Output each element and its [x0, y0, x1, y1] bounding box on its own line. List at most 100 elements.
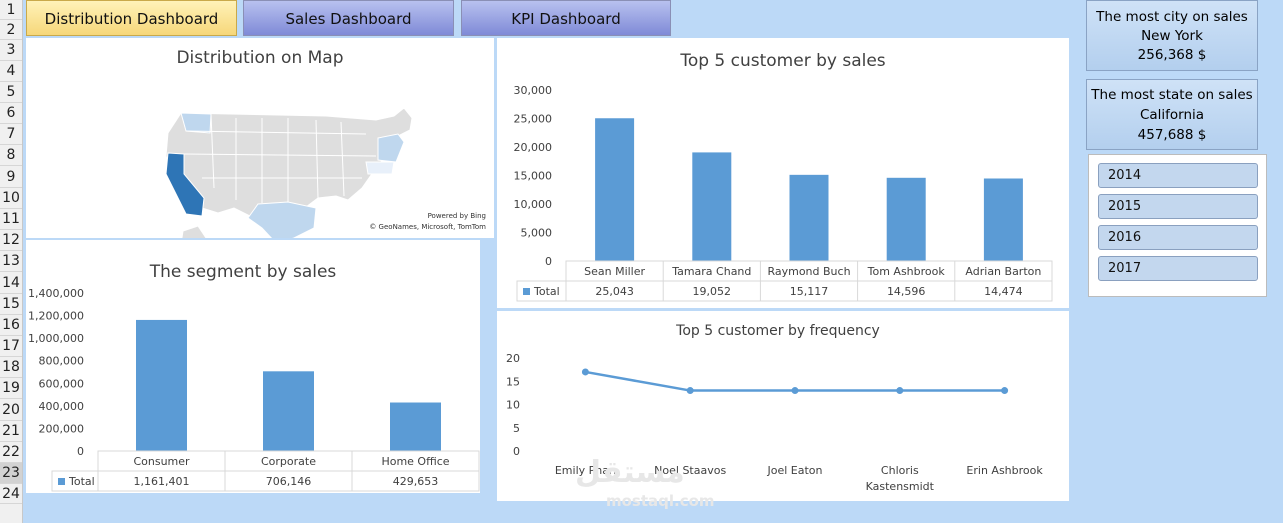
row-number[interactable]: 2	[0, 20, 22, 40]
legend-label: Total	[68, 475, 95, 488]
bar-corporate	[263, 371, 314, 451]
year-2016-button[interactable]: 2016	[1098, 225, 1258, 250]
y-tick-label: 600,000	[39, 377, 85, 390]
category-label: Noel Staavos	[654, 464, 726, 477]
year-2017-button[interactable]: 2017	[1098, 256, 1258, 281]
watermark-url: mostaql.com	[606, 492, 715, 510]
category-label: Tamara Chand	[671, 265, 751, 278]
category-label: Consumer	[133, 455, 190, 468]
row-number[interactable]: 7	[0, 124, 22, 145]
frequency-point	[896, 387, 904, 395]
value-label: 25,043	[595, 285, 634, 298]
category-label: Home Office	[381, 455, 449, 468]
map-title: Distribution on Map	[176, 48, 344, 68]
us-map[interactable]	[26, 38, 494, 238]
year-2015-button[interactable]: 2015	[1098, 194, 1258, 219]
state-border	[185, 130, 367, 135]
segment-chart: 0 200,000 400,000 600,000 800,000 1,000,000 1,…	[28, 287, 480, 492]
california-state[interactable]	[165, 152, 205, 217]
bar-adrian-barton	[983, 178, 1023, 261]
pennsylvania-state[interactable]	[365, 161, 395, 175]
legend-swatch	[58, 478, 65, 485]
row-number[interactable]: 6	[0, 103, 22, 124]
y-tick-label: 1,200,000	[28, 310, 84, 323]
frequency-point	[791, 387, 799, 395]
frequency-panel: Top 5 customer by frequency 0 5 10 15 20 Emil…	[497, 311, 1069, 501]
tab-sales-dashboard[interactable]: Sales Dashboard	[243, 0, 454, 36]
row-number[interactable]: 14	[0, 272, 22, 294]
bar-home-office	[390, 402, 441, 451]
value-label: 706,146	[266, 475, 312, 488]
row-number[interactable]: 15	[0, 294, 22, 315]
top-sales-title: Top 5 customer by sales	[680, 51, 886, 71]
state-border	[183, 153, 377, 157]
row-number[interactable]: 4	[0, 61, 22, 82]
category-label: Chloris	[881, 464, 919, 477]
bar-raymond-buch	[789, 174, 829, 261]
top-city-box: The most city on sales New York 256,368 …	[1086, 0, 1258, 71]
alaska[interactable]	[181, 225, 207, 238]
row-number[interactable]: 8	[0, 145, 22, 166]
category-label: Adrian Barton	[965, 265, 1041, 278]
row-number[interactable]: 23	[0, 463, 22, 484]
row-number[interactable]: 21	[0, 421, 22, 442]
row-number[interactable]: 13	[0, 251, 22, 272]
frequency-point	[581, 368, 589, 376]
row-number[interactable]: 3	[0, 40, 22, 61]
y-tick-label: 10	[506, 399, 520, 412]
top-city-title: The most city on sales	[1096, 9, 1248, 25]
value-label: 14,474	[984, 285, 1023, 298]
top-state-value: 457,688 $	[1137, 127, 1207, 143]
y-tick-label: 20	[506, 352, 520, 365]
top-sales-chart: 0 5,000 10,000 15,000 20,000 25,000 30,000 Sean…	[514, 84, 1053, 302]
row-number[interactable]: 12	[0, 230, 22, 251]
map-credit-sources: © GeoNames, Microsoft, TomTom	[369, 223, 486, 231]
category-label: Emily Phan	[555, 464, 616, 477]
y-tick-label: 15,000	[514, 170, 553, 183]
top-city-name: New York	[1141, 28, 1203, 44]
row-number[interactable]: 22	[0, 442, 22, 463]
y-tick-label: 1,000,000	[28, 332, 84, 345]
value-label: 429,653	[393, 475, 439, 488]
tab-distribution-dashboard[interactable]: Distribution Dashboard	[26, 0, 237, 36]
value-label: 14,596	[887, 285, 926, 298]
row-number[interactable]: 16	[0, 315, 22, 336]
y-tick-label: 0	[513, 445, 520, 458]
category-label: Tom Ashbrook	[867, 265, 946, 278]
value-label: 19,052	[693, 285, 732, 298]
new-york-state[interactable]	[377, 133, 405, 163]
row-number[interactable]: 24	[0, 484, 22, 504]
value-label: 1,161,401	[134, 475, 190, 488]
legend-label: Total	[533, 285, 560, 298]
map-credit-bing: Powered by Bing	[427, 212, 486, 220]
row-number[interactable]: 10	[0, 188, 22, 209]
bar-consumer	[136, 319, 187, 451]
row-number[interactable]: 19	[0, 378, 22, 399]
map-panel: Distribution on Map Powered by Bing © Ge…	[26, 38, 494, 238]
row-number[interactable]: 11	[0, 209, 22, 230]
top-sales-panel: Top 5 customer by sales 0 5,000 10,000 15,0…	[497, 38, 1069, 308]
category-label: Raymond Buch	[767, 265, 850, 278]
bar-tamara-chand	[692, 152, 732, 261]
y-tick-label: 0	[545, 255, 552, 268]
row-number[interactable]: 9	[0, 166, 22, 188]
row-number[interactable]: 20	[0, 399, 22, 421]
top-state-title: The most state on sales	[1091, 87, 1253, 103]
y-tick-label: 200,000	[39, 422, 85, 435]
value-label: 15,117	[790, 285, 829, 298]
tab-kpi-dashboard[interactable]: KPI Dashboard	[461, 0, 671, 36]
top-state-box: The most state on sales California 457,6…	[1086, 79, 1258, 150]
legend-swatch	[523, 288, 530, 295]
row-header: 1 2 3 4 5 6 7 8 9 10 11 12 13 14 15 16 17 18 19 20 21 22 23 24	[0, 0, 23, 523]
y-tick-label: 15	[506, 375, 520, 388]
row-number[interactable]: 17	[0, 336, 22, 357]
year-2014-button[interactable]: 2014	[1098, 163, 1258, 188]
row-number[interactable]: 1	[0, 0, 22, 20]
top-state-name: California	[1139, 107, 1205, 123]
watermark-logo: مستقل	[575, 455, 685, 490]
row-number[interactable]: 18	[0, 357, 22, 378]
texas-state[interactable]	[247, 201, 317, 238]
washington-state[interactable]	[180, 112, 212, 134]
y-tick-label: 5,000	[521, 227, 553, 240]
row-number[interactable]: 5	[0, 82, 22, 103]
